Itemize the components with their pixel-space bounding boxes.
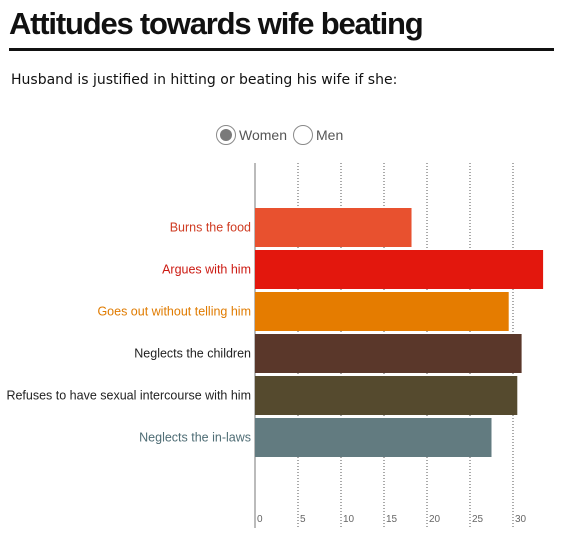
x-tick-label-20: 20 (429, 514, 441, 525)
women-radio-icon[interactable] (216, 125, 236, 145)
women-radio-toggle[interactable]: Women (216, 124, 287, 146)
women-radio-label: Women (239, 127, 287, 143)
x-tick-label-0: 0 (257, 514, 263, 525)
men-radio-icon[interactable] (293, 125, 313, 145)
category-label-1: Argues with him (162, 263, 251, 277)
x-tick-label-10: 10 (343, 514, 355, 525)
chart-title: Attitudes towards wife beating (9, 6, 424, 41)
category-label-3: Neglects the children (134, 347, 251, 361)
radio-selected-dot (220, 129, 232, 141)
chart-subtitle: Husband is justified in hitting or beati… (11, 72, 398, 88)
category-label-2: Goes out without telling him (97, 305, 251, 319)
bar-2 (255, 292, 509, 331)
bar-0 (255, 208, 412, 247)
x-tick-label-15: 15 (386, 514, 398, 525)
bar-5 (255, 418, 492, 457)
bar-3 (255, 334, 522, 373)
category-label-5: Neglects the in-laws (139, 431, 251, 445)
men-radio-label: Men (316, 127, 344, 143)
x-tick-label-5: 5 (300, 514, 306, 525)
x-tick-label-30: 30 (515, 514, 527, 525)
men-radio-toggle[interactable]: Men (293, 124, 343, 146)
bar-4 (255, 376, 518, 415)
category-label-0: Burns the food (170, 221, 251, 235)
category-label-4: Refuses to have sexual intercourse with … (6, 389, 251, 403)
x-tick-label-25: 25 (472, 514, 484, 525)
bar-1 (255, 250, 544, 289)
title-rule (9, 48, 554, 51)
